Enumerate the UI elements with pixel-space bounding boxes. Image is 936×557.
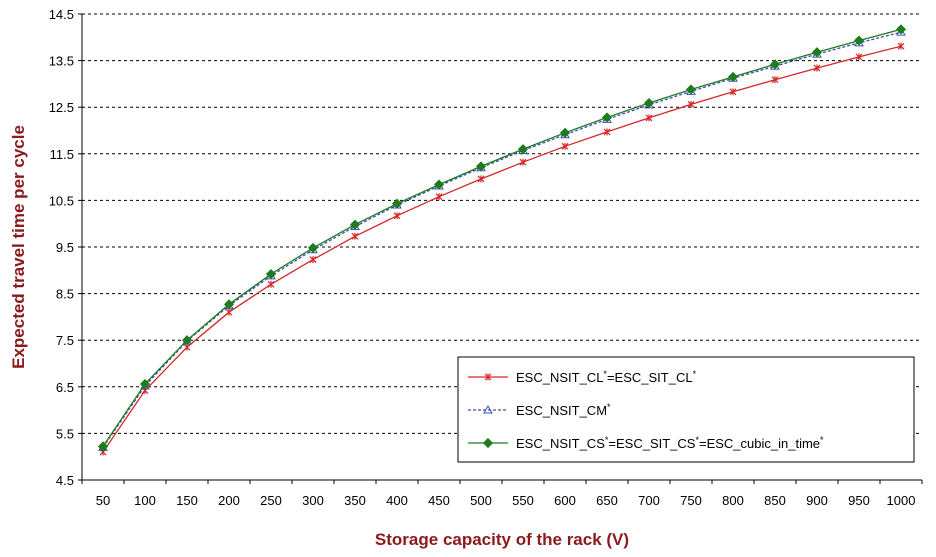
series-line xyxy=(102,28,902,447)
series-diamond xyxy=(97,24,907,452)
data-point-x xyxy=(267,280,275,288)
x-tick-label: 350 xyxy=(344,493,366,508)
legend-item-cm: ESC_NSIT_CM* xyxy=(468,402,611,418)
x-tick-label: 950 xyxy=(848,493,870,508)
x-tick-label: 100 xyxy=(134,493,156,508)
x-tick-label: 450 xyxy=(428,493,450,508)
y-tick-label: 13.5 xyxy=(49,54,74,69)
y-axis-ticks: 4.5 5.5 6.5 7.5 8.5 9.5 10.5 11.5 12.5 13.5 14.5 xyxy=(49,7,82,488)
legend-item-cl: ESC_NSIT_CL*=ESC_SIT_CL* xyxy=(468,369,697,385)
data-point-diamond xyxy=(517,144,529,155)
data-point-x xyxy=(813,64,821,72)
y-tick-label: 9.5 xyxy=(56,240,74,255)
data-point-diamond xyxy=(265,268,277,280)
data-point-x xyxy=(519,158,527,166)
x-tick-label: 50 xyxy=(96,493,110,508)
data-point-x xyxy=(603,128,611,136)
data-point-diamond xyxy=(769,59,781,70)
x-tick-label: 200 xyxy=(218,493,240,508)
y-tick-label: 7.5 xyxy=(56,333,74,348)
x-axis-title: Storage capacity of the rack (V) xyxy=(375,530,629,549)
y-tick-label: 8.5 xyxy=(56,287,74,302)
x-tick-label: 150 xyxy=(176,493,198,508)
data-point-x xyxy=(484,373,492,381)
data-point-diamond xyxy=(895,24,907,35)
legend-item-cs: ESC_NSIT_CS*=ESC_SIT_CS*=ESC_cubic_in_ti… xyxy=(468,435,824,451)
data-point-x xyxy=(477,175,485,183)
x-tick-label: 750 xyxy=(680,493,702,508)
y-axis-title: Expected travel time per cycle xyxy=(9,125,28,369)
y-tick-label: 11.5 xyxy=(50,147,74,162)
data-point-diamond xyxy=(181,335,193,346)
data-point-x xyxy=(645,114,653,122)
data-point-diamond xyxy=(482,437,494,449)
data-point-x xyxy=(855,53,863,61)
data-point-diamond xyxy=(391,198,403,209)
data-point-diamond xyxy=(307,242,319,253)
legend-marker-x xyxy=(484,373,492,381)
legend-label-cl: ESC_NSIT_CL*=ESC_SIT_CL* xyxy=(516,369,697,385)
data-point-x xyxy=(561,142,569,150)
data-point-diamond xyxy=(727,71,739,82)
x-axis-ticks: 50 100 150 200 250 300 350 400 450 500 550 600 650 70… xyxy=(81,480,923,508)
x-tick-label: 700 xyxy=(638,493,660,508)
x-tick-label: 800 xyxy=(722,493,744,508)
x-tick-label: 500 xyxy=(470,493,492,508)
series-line xyxy=(102,45,902,453)
y-tick-label: 4.5 xyxy=(56,473,74,488)
data-point-x xyxy=(351,232,359,240)
data-point-x xyxy=(225,308,233,316)
data-point-x xyxy=(435,193,443,201)
legend: ESC_NSIT_CL*=ESC_SIT_CL* ESC_NSIT_CM* ES… xyxy=(457,356,915,463)
data-point-triangle xyxy=(483,404,493,414)
y-tick-label: 12.5 xyxy=(49,100,74,115)
data-point-x xyxy=(771,76,779,84)
data-point-diamond xyxy=(853,35,865,46)
y-tick-label: 6.5 xyxy=(56,380,74,395)
x-tick-label: 650 xyxy=(596,493,618,508)
y-tick-label: 14.5 xyxy=(49,7,74,22)
x-tick-label: 600 xyxy=(554,493,576,508)
legend-marker-triangle xyxy=(483,404,493,414)
legend-label-cm: ESC_NSIT_CM* xyxy=(516,402,611,418)
data-point-x xyxy=(687,100,695,108)
data-point-x xyxy=(897,42,905,50)
x-tick-label: 850 xyxy=(764,493,786,508)
data-point-diamond xyxy=(139,378,151,390)
x-tick-label: 400 xyxy=(386,493,408,508)
data-point-diamond xyxy=(475,161,487,172)
data-point-x xyxy=(309,256,317,264)
y-tick-label: 10.5 xyxy=(49,193,74,208)
data-point-x xyxy=(729,88,737,96)
legend-box xyxy=(457,356,915,463)
legend-label-cs: ESC_NSIT_CS*=ESC_SIT_CS*=ESC_cubic_in_ti… xyxy=(516,435,824,451)
data-point-diamond xyxy=(433,179,445,190)
data-point-diamond xyxy=(97,441,109,452)
x-tick-label: 900 xyxy=(806,493,828,508)
data-point-x xyxy=(393,212,401,220)
legend-marker-diamond xyxy=(482,437,494,449)
series-group xyxy=(97,24,907,456)
y-tick-label: 5.5 xyxy=(56,426,74,441)
data-point-diamond xyxy=(349,219,361,230)
data-point-diamond xyxy=(811,47,823,58)
data-point-diamond xyxy=(643,97,655,109)
data-point-diamond xyxy=(685,84,697,95)
series-line xyxy=(102,31,902,448)
data-point-diamond xyxy=(223,299,235,310)
x-tick-label: 250 xyxy=(260,493,282,508)
x-tick-label: 550 xyxy=(512,493,534,508)
x-tick-label: 1000 xyxy=(887,493,916,508)
data-point-diamond xyxy=(559,127,571,138)
data-point-diamond xyxy=(601,112,613,123)
x-tick-label: 300 xyxy=(302,493,324,508)
